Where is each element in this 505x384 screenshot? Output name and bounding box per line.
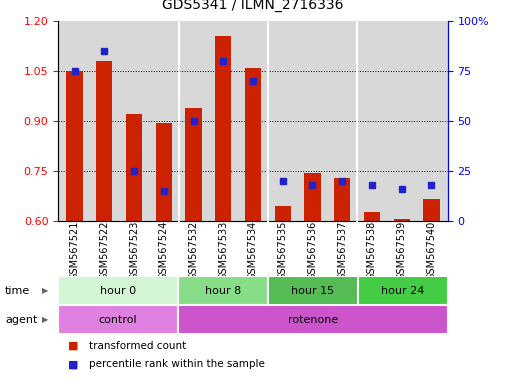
Bar [126, 114, 142, 221]
Text: GSM567532: GSM567532 [188, 221, 198, 280]
Text: time: time [5, 286, 30, 296]
Text: ■: ■ [68, 359, 79, 369]
Bar [58, 276, 178, 305]
Bar [185, 108, 201, 221]
Text: GSM567534: GSM567534 [247, 221, 258, 280]
Bar [244, 68, 261, 221]
Bar [393, 219, 409, 221]
Bar [66, 71, 82, 221]
Text: GSM567538: GSM567538 [366, 221, 376, 280]
Bar [156, 122, 172, 221]
Text: hour 8: hour 8 [205, 286, 241, 296]
Bar [58, 305, 178, 334]
Text: control: control [98, 314, 137, 325]
Bar [96, 61, 112, 221]
Text: agent: agent [5, 314, 37, 325]
Text: ▶: ▶ [42, 286, 48, 295]
Text: rotenone: rotenone [287, 314, 337, 325]
Text: GSM567537: GSM567537 [336, 221, 346, 280]
Text: GSM567533: GSM567533 [218, 221, 228, 280]
Text: transformed count: transformed count [88, 341, 185, 351]
Bar [215, 36, 231, 221]
Bar [274, 206, 290, 221]
Text: GSM567535: GSM567535 [277, 221, 287, 280]
Text: ▶: ▶ [42, 315, 48, 324]
Text: GSM567521: GSM567521 [69, 221, 79, 280]
Bar [178, 305, 447, 334]
Text: GSM567524: GSM567524 [159, 221, 169, 280]
Bar [268, 276, 357, 305]
Text: GSM567540: GSM567540 [426, 221, 436, 280]
Text: hour 15: hour 15 [291, 286, 334, 296]
Text: hour 24: hour 24 [380, 286, 424, 296]
Text: GSM567522: GSM567522 [99, 221, 109, 280]
Bar [333, 177, 349, 221]
Text: GSM567539: GSM567539 [396, 221, 406, 280]
Text: percentile rank within the sample: percentile rank within the sample [88, 359, 264, 369]
Bar [423, 199, 439, 221]
Text: GSM567523: GSM567523 [129, 221, 139, 280]
Bar [178, 276, 268, 305]
Text: ■: ■ [68, 341, 79, 351]
Text: hour 0: hour 0 [100, 286, 136, 296]
Text: GDS5341 / ILMN_2716336: GDS5341 / ILMN_2716336 [162, 0, 343, 12]
Bar [357, 276, 447, 305]
Bar [304, 172, 320, 221]
Text: GSM567536: GSM567536 [307, 221, 317, 280]
Bar [363, 212, 379, 221]
